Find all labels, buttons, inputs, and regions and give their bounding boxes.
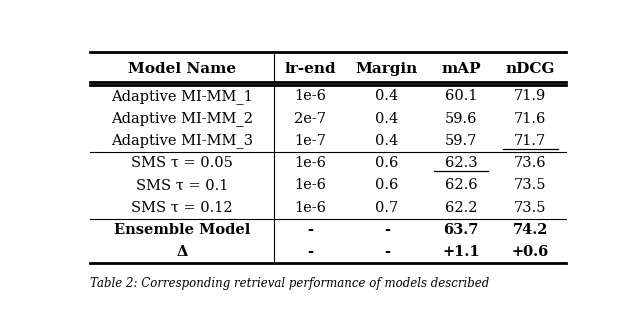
Text: 0.7: 0.7 [375, 201, 399, 215]
Text: 63.7: 63.7 [444, 223, 479, 237]
Text: 74.2: 74.2 [513, 223, 548, 237]
Text: 0.4: 0.4 [375, 89, 399, 103]
Text: 71.7: 71.7 [514, 134, 547, 148]
Text: 62.3: 62.3 [445, 156, 477, 170]
Text: Adaptive MI-MM_3: Adaptive MI-MM_3 [111, 133, 253, 148]
Text: nDCG: nDCG [506, 62, 555, 76]
Text: 0.6: 0.6 [375, 156, 399, 170]
Text: SMS τ = 0.12: SMS τ = 0.12 [131, 201, 233, 215]
Text: Adaptive MI-MM_2: Adaptive MI-MM_2 [111, 111, 253, 126]
Text: -: - [307, 245, 313, 259]
Text: Table 2: Corresponding retrieval performance of models described: Table 2: Corresponding retrieval perform… [90, 277, 489, 291]
Text: 1e-6: 1e-6 [294, 201, 326, 215]
Text: 1e-6: 1e-6 [294, 178, 326, 192]
Text: Model Name: Model Name [128, 62, 236, 76]
Text: SMS τ = 0.1: SMS τ = 0.1 [136, 178, 228, 192]
Text: mAP: mAP [442, 62, 481, 76]
Text: 60.1: 60.1 [445, 89, 477, 103]
Text: 59.6: 59.6 [445, 112, 477, 126]
Text: Adaptive MI-MM_1: Adaptive MI-MM_1 [111, 89, 253, 104]
Text: SMS τ = 0.05: SMS τ = 0.05 [131, 156, 233, 170]
Text: 1e-7: 1e-7 [294, 134, 326, 148]
Text: 0.6: 0.6 [375, 178, 399, 192]
Text: 0.4: 0.4 [375, 112, 399, 126]
Text: +0.6: +0.6 [511, 245, 549, 259]
Text: 71.6: 71.6 [514, 112, 547, 126]
Text: 2e-7: 2e-7 [294, 112, 326, 126]
Text: -: - [384, 245, 390, 259]
Text: +1.1: +1.1 [442, 245, 480, 259]
Text: Ensemble Model: Ensemble Model [114, 223, 250, 237]
Text: 73.5: 73.5 [514, 178, 547, 192]
Text: 71.9: 71.9 [514, 89, 547, 103]
Text: 59.7: 59.7 [445, 134, 477, 148]
Text: -: - [307, 223, 313, 237]
Text: Margin: Margin [356, 62, 418, 76]
Text: -: - [384, 223, 390, 237]
Text: 73.6: 73.6 [514, 156, 547, 170]
Text: 73.5: 73.5 [514, 201, 547, 215]
Text: 1e-6: 1e-6 [294, 156, 326, 170]
Text: 62.6: 62.6 [445, 178, 477, 192]
Text: 62.2: 62.2 [445, 201, 477, 215]
Text: 0.4: 0.4 [375, 134, 399, 148]
Text: Δ: Δ [177, 245, 188, 259]
Text: lr-end: lr-end [284, 62, 336, 76]
Text: 1e-6: 1e-6 [294, 89, 326, 103]
